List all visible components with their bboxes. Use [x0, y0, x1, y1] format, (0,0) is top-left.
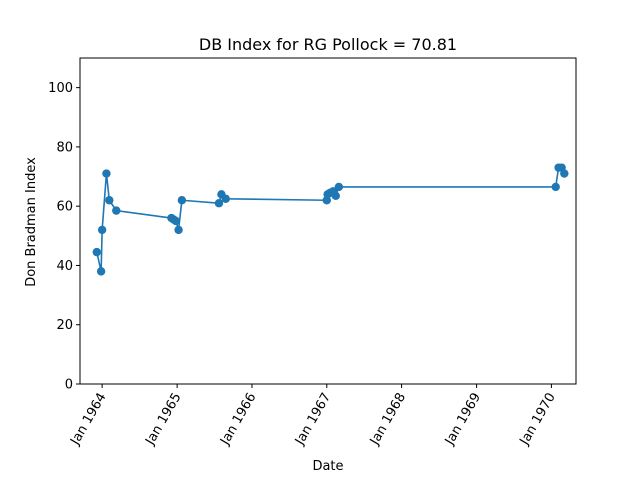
data-point — [560, 169, 569, 178]
data-point — [92, 247, 102, 257]
x-axis-label: Date — [312, 459, 343, 474]
data-point — [331, 191, 340, 201]
y-tick-label: 100 — [48, 81, 73, 96]
data-point — [174, 225, 183, 235]
data-point — [102, 169, 111, 178]
data-point — [221, 194, 230, 203]
data-point — [97, 225, 107, 235]
data-point — [105, 196, 114, 205]
plot-area — [92, 163, 569, 276]
data-point — [171, 216, 181, 226]
data-point — [551, 182, 560, 192]
axes-frame — [79, 57, 577, 385]
y-tick-label: 20 — [56, 318, 73, 333]
y-tick-label: 80 — [56, 140, 73, 155]
data-point — [214, 199, 224, 208]
y-tick-label: 60 — [56, 200, 73, 215]
y-axis-label: Don Bradman Index — [24, 157, 39, 287]
data-point — [112, 206, 121, 215]
y-axis: 0 20 40 60 80 100 — [48, 81, 80, 393]
y-tick-label: 40 — [56, 259, 73, 274]
data-point — [177, 196, 187, 205]
data-point — [334, 182, 344, 192]
chart-title: DB Index for RG Pollock = 70.81 — [199, 35, 457, 54]
series-line — [96, 166, 566, 273]
y-tick-label: 0 — [65, 378, 73, 393]
data-point — [96, 267, 106, 276]
